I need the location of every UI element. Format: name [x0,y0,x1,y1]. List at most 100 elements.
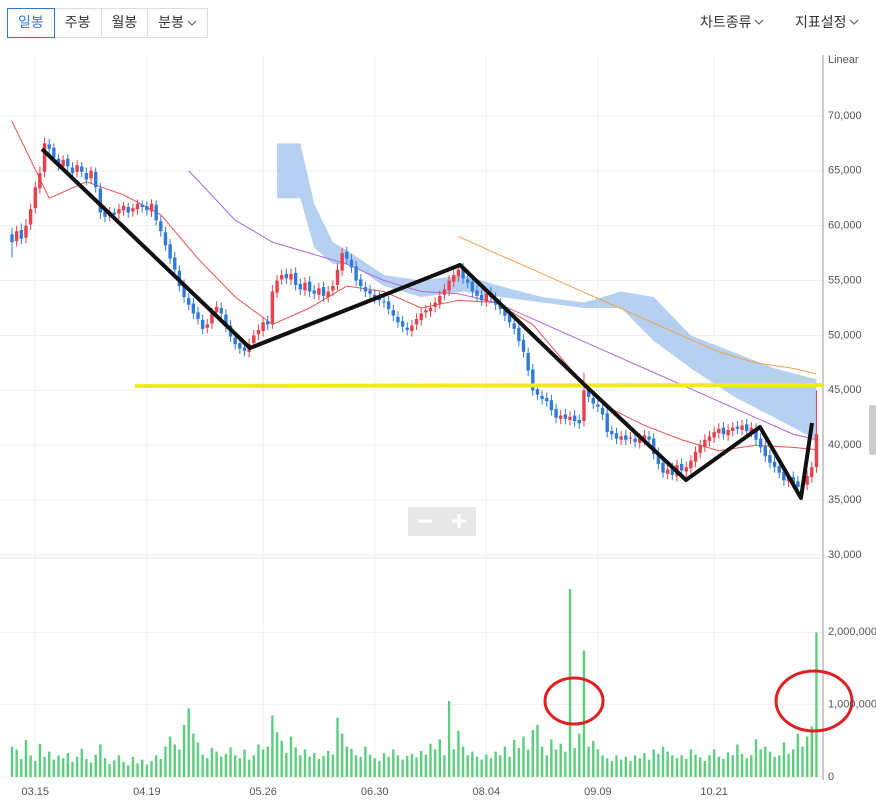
volume-bar [159,758,162,777]
candle-body [452,275,456,282]
y-tick-label: 70,000 [828,110,862,122]
candle-body [368,290,372,294]
candle-body [424,310,428,313]
candle-body [10,234,14,243]
volume-bar [787,753,790,777]
volume-bar [89,762,93,777]
candle-body [484,293,488,302]
volume-bar [313,753,316,777]
candle-body [447,280,451,291]
candle-body [512,323,516,329]
volume-bar [289,736,293,777]
scroll-handle[interactable] [869,405,876,455]
y-tick-label: 45,000 [828,384,862,396]
candle-body [191,303,196,314]
volume-bar [266,746,269,777]
candle-body [461,268,465,279]
volume-bar [420,750,423,777]
candle-body [168,244,172,259]
candle-body [154,204,158,221]
period-tab[interactable]: 분봉 [147,8,209,38]
candle-body [135,203,140,210]
candle-body [777,466,781,473]
candle-body [24,225,28,238]
volume-bar [619,759,623,777]
volume-bar [340,733,344,777]
volume-bar [331,754,335,777]
volume-bar [689,749,693,777]
candle-body [187,298,191,305]
candle-body [28,209,33,225]
volume-bar [103,758,107,777]
volume-bar [154,755,158,777]
volume-bar [34,761,37,777]
candle-body [805,475,809,485]
volume-bar [294,747,297,777]
volume-bar [801,746,804,777]
volume-bar [243,749,246,777]
candle-body [768,455,772,463]
candle-body [317,288,321,295]
candle-body [345,252,349,259]
candle-body [256,329,261,335]
volume-bar [141,759,144,777]
volume-bar [127,765,130,777]
zoom-controls [408,507,476,536]
candle-body [479,294,484,301]
candle-body [94,171,98,188]
period-tab[interactable]: 주봉 [53,8,102,38]
candle-body [47,144,51,149]
volume-bar [80,748,83,777]
candle-body [349,259,354,268]
candle-body [200,320,205,329]
circle-drawing [774,669,854,733]
volume-bar [29,755,32,777]
volume-bar [196,742,200,777]
candle-body [42,143,47,172]
candle-body [373,294,377,299]
volume-bar [736,744,739,777]
candle-body [33,187,37,209]
volume-bar [322,756,325,777]
candle-body [531,369,535,391]
candle-body [549,400,554,411]
volume-bar [238,758,242,777]
candle-body [656,452,661,464]
y-tick-label: 55,000 [828,274,862,286]
trend-line-drawing [40,147,814,500]
volume-bar [61,758,65,777]
candle-body [70,167,75,173]
period-tab[interactable]: 월봉 [100,8,149,38]
chevron-icon [849,19,858,25]
indicator-menu[interactable]: 지표설정 [795,12,859,32]
candle-body [810,467,814,478]
volume-bar [712,749,716,777]
volume-bar [452,749,455,777]
volume-bar [629,761,632,777]
candle-body [242,347,247,351]
chart-type-menu[interactable]: 차트종류 [700,12,764,32]
candle-body [354,266,358,281]
volume-bar [699,757,702,777]
candle-body [112,212,116,215]
volume-bar [522,736,525,777]
candle-body [214,306,219,313]
volume-bar [624,756,627,777]
volume-bar [531,729,534,777]
period-tab[interactable]: 일봉 [7,8,55,38]
volume-bar [406,756,409,777]
y-tick-label: 65,000 [828,165,862,177]
x-tick-label: 08.04 [473,786,501,798]
x-tick-label: 10.21 [700,786,728,798]
volume-bar [131,756,135,777]
volume-bar [796,733,800,777]
volume-bar [187,708,190,777]
candle-body [391,310,395,316]
candle-body [321,287,326,296]
volume-bar [373,758,376,777]
candle-body [749,427,754,433]
volume-bar [708,755,711,777]
volume-bar [75,756,79,777]
volume-bar [113,760,116,777]
candle-body [712,432,716,438]
